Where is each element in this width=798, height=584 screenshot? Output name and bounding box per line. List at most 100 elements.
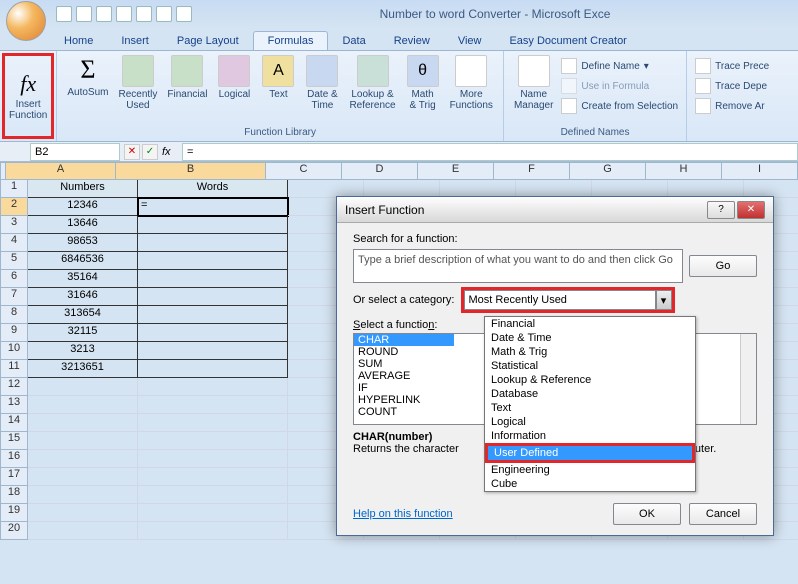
function-item[interactable]: AVERAGE xyxy=(354,370,454,382)
cell-A15[interactable] xyxy=(28,432,138,450)
define-name-button[interactable]: Define Name ▾ xyxy=(559,57,680,75)
cell-A5[interactable]: 6846536 xyxy=(28,252,138,270)
cell-A8[interactable]: 313654 xyxy=(28,306,138,324)
row-header-17[interactable]: 17 xyxy=(0,468,28,486)
row-header-8[interactable]: 8 xyxy=(0,306,28,324)
help-link[interactable]: Help on this function xyxy=(353,508,453,520)
go-button[interactable]: Go xyxy=(689,255,757,277)
row-header-4[interactable]: 4 xyxy=(0,234,28,252)
col-header-G[interactable]: G xyxy=(570,162,646,180)
row-header-12[interactable]: 12 xyxy=(0,378,28,396)
cell-B1[interactable]: Words xyxy=(138,180,288,198)
function-item[interactable]: IF xyxy=(354,382,454,394)
scrollbar[interactable] xyxy=(740,334,756,424)
tab-pagelayout[interactable]: Page Layout xyxy=(163,32,253,50)
financial-button[interactable]: Financial xyxy=(163,53,211,102)
dropdown-item[interactable]: Math & Trig xyxy=(485,345,695,359)
cell-A6[interactable]: 35164 xyxy=(28,270,138,288)
col-header-I[interactable]: I xyxy=(722,162,798,180)
cell-A9[interactable]: 32115 xyxy=(28,324,138,342)
name-box[interactable] xyxy=(30,143,120,161)
use-in-formula-button[interactable]: Use in Formula xyxy=(559,77,680,95)
trace-precedents-button[interactable]: Trace Prece xyxy=(693,57,771,75)
qat-open-icon[interactable] xyxy=(136,6,152,22)
col-header-H[interactable]: H xyxy=(646,162,722,180)
cell-B19[interactable] xyxy=(138,504,288,522)
category-select[interactable] xyxy=(464,290,656,310)
tab-easy[interactable]: Easy Document Creator xyxy=(495,32,640,50)
col-header-B[interactable]: B xyxy=(116,162,266,180)
more-functions-button[interactable]: More Functions xyxy=(446,53,497,113)
dialog-close-button[interactable]: ✕ xyxy=(737,201,765,219)
row-header-11[interactable]: 11 xyxy=(0,360,28,378)
cell-B7[interactable] xyxy=(138,288,288,306)
cell-A13[interactable] xyxy=(28,396,138,414)
cell-A11[interactable]: 3213651 xyxy=(28,360,138,378)
row-header-5[interactable]: 5 xyxy=(0,252,28,270)
dropdown-item[interactable]: Statistical xyxy=(485,359,695,373)
cell-A1[interactable]: Numbers xyxy=(28,180,138,198)
cell-B16[interactable] xyxy=(138,450,288,468)
col-header-D[interactable]: D xyxy=(342,162,418,180)
tab-view[interactable]: View xyxy=(444,32,496,50)
cell-B15[interactable] xyxy=(138,432,288,450)
cell-A4[interactable]: 98653 xyxy=(28,234,138,252)
dropdown-item[interactable]: User Defined xyxy=(488,446,692,460)
col-header-C[interactable]: C xyxy=(266,162,342,180)
function-item[interactable]: ROUND xyxy=(354,346,454,358)
cell-B20[interactable] xyxy=(138,522,288,540)
dropdown-item[interactable]: Cube xyxy=(485,477,695,491)
row-header-16[interactable]: 16 xyxy=(0,450,28,468)
cell-B13[interactable] xyxy=(138,396,288,414)
autosum-button[interactable]: ΣAutoSum xyxy=(63,53,112,100)
cell-B11[interactable] xyxy=(138,360,288,378)
ok-button[interactable]: OK xyxy=(613,503,681,525)
cell-B10[interactable] xyxy=(138,342,288,360)
function-item[interactable]: COUNT xyxy=(354,406,454,418)
dialog-titlebar[interactable]: Insert Function ? ✕ xyxy=(337,197,773,223)
dropdown-item[interactable]: Date & Time xyxy=(485,331,695,345)
col-header-E[interactable]: E xyxy=(418,162,494,180)
qat-undo-icon[interactable] xyxy=(76,6,92,22)
dialog-help-button[interactable]: ? xyxy=(707,201,735,219)
insert-function-button[interactable]: fx Insert Function xyxy=(2,53,54,139)
cell-A20[interactable] xyxy=(28,522,138,540)
enter-formula-icon[interactable]: ✓ xyxy=(142,144,158,160)
cell-B3[interactable] xyxy=(138,216,288,234)
chevron-down-icon[interactable]: ▾ xyxy=(656,290,672,310)
dropdown-item[interactable]: Text xyxy=(485,401,695,415)
cell-B8[interactable] xyxy=(138,306,288,324)
cell-A18[interactable] xyxy=(28,486,138,504)
qat-print-icon[interactable] xyxy=(156,6,172,22)
function-item[interactable]: HYPERLINK xyxy=(354,394,454,406)
dropdown-item[interactable]: Logical xyxy=(485,415,695,429)
tab-review[interactable]: Review xyxy=(380,32,444,50)
tab-formulas[interactable]: Formulas xyxy=(253,31,329,50)
col-header-A[interactable]: A xyxy=(6,162,116,180)
row-header-1[interactable]: 1 xyxy=(0,180,28,198)
row-header-7[interactable]: 7 xyxy=(0,288,28,306)
lookup-button[interactable]: Lookup & Reference xyxy=(345,53,399,113)
qat-new-icon[interactable] xyxy=(116,6,132,22)
qat-preview-icon[interactable] xyxy=(176,6,192,22)
row-header-9[interactable]: 9 xyxy=(0,324,28,342)
cell-B6[interactable] xyxy=(138,270,288,288)
row-header-14[interactable]: 14 xyxy=(0,414,28,432)
function-item[interactable]: SUM xyxy=(354,358,454,370)
mathtrig-button[interactable]: θMath & Trig xyxy=(402,53,444,113)
cell-B17[interactable] xyxy=(138,468,288,486)
formula-input[interactable] xyxy=(182,143,798,161)
search-function-input[interactable]: Type a brief description of what you wan… xyxy=(353,249,683,283)
col-header-F[interactable]: F xyxy=(494,162,570,180)
recently-used-button[interactable]: Recently Used xyxy=(115,53,162,113)
row-header-6[interactable]: 6 xyxy=(0,270,28,288)
cell-B9[interactable] xyxy=(138,324,288,342)
dropdown-item[interactable]: Information xyxy=(485,429,695,443)
qat-redo-icon[interactable] xyxy=(96,6,112,22)
tab-data[interactable]: Data xyxy=(328,32,379,50)
tab-home[interactable]: Home xyxy=(50,32,107,50)
name-manager-button[interactable]: Name Manager xyxy=(510,53,557,113)
cell-A7[interactable]: 31646 xyxy=(28,288,138,306)
cell-B4[interactable] xyxy=(138,234,288,252)
cell-A10[interactable]: 3213 xyxy=(28,342,138,360)
